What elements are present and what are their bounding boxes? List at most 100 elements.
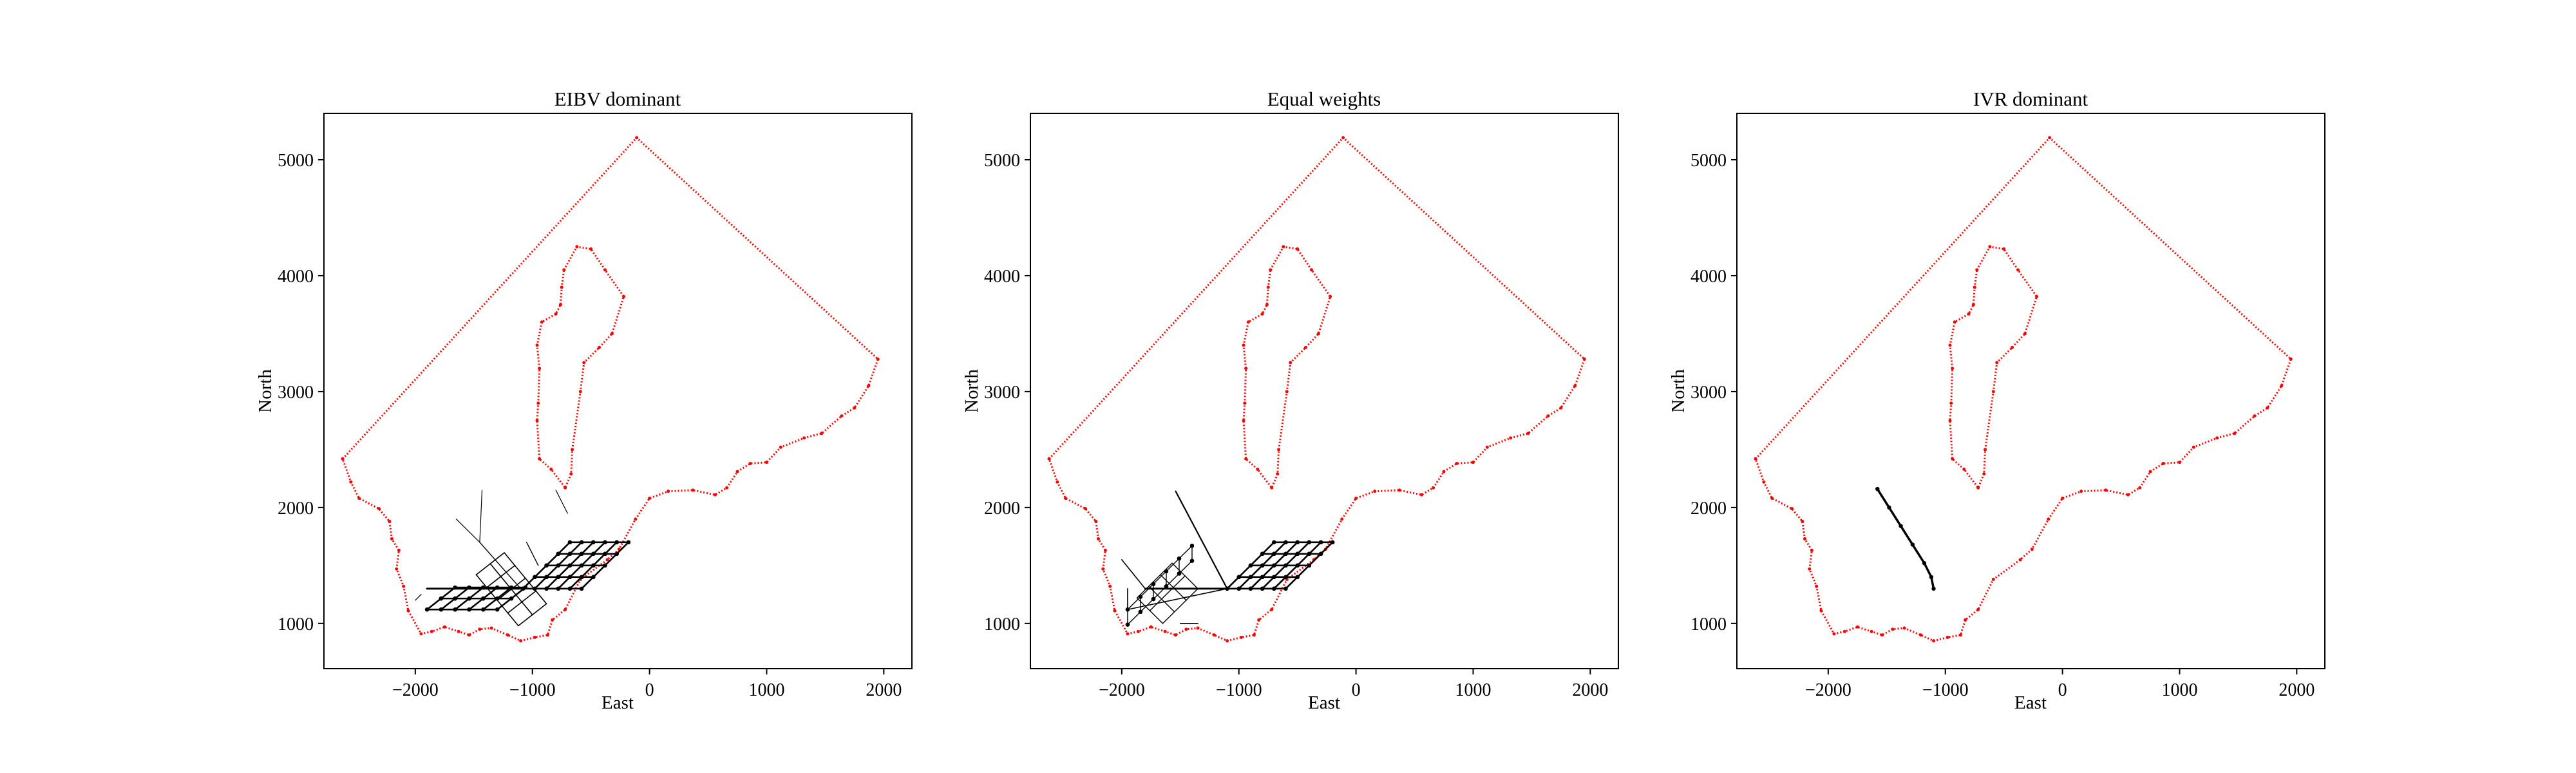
y-axis-label: North [1668,369,1689,413]
path-node [1248,575,1253,580]
inner-boundary-point [610,332,614,336]
path-node [603,563,607,568]
path-segment [1127,588,1228,611]
outer-boundary-point [1526,432,1530,435]
paths [1875,486,1936,591]
path-segment [1179,545,1193,559]
inner-boundary-point [569,472,573,476]
path-segment [521,590,536,603]
path-node [1260,575,1265,580]
path-segment [440,597,456,611]
outer-boundary-point [545,633,549,637]
path-node [579,575,584,580]
outer-boundary-point [390,537,393,540]
outer-boundary-point [1964,618,1967,622]
path-node [1125,607,1130,612]
outer-boundary-point [2079,490,2083,493]
path-segment [1261,553,1275,567]
path-segment [569,576,583,590]
path-segment [557,564,571,578]
inner-boundary-point [1285,390,1289,394]
path-node [1248,563,1253,568]
inner-boundary-point [562,268,566,272]
outer-boundary-point [802,436,806,440]
outer-boundary-point [1136,629,1140,633]
path-segment [1149,598,1162,611]
y-tick-label: 1000 [278,615,314,635]
inner-boundary-point [1246,320,1250,324]
path-node [1318,551,1323,557]
path-node [495,585,500,590]
path-node [1177,571,1182,576]
y-tick-label: 4000 [278,267,314,287]
x-axis-label: East [601,692,634,713]
path-node [1225,586,1229,591]
inner-boundary-point [1948,419,1952,423]
outer-boundary-point [1126,632,1130,636]
inner-boundary-point [1988,245,1992,249]
path-node [481,596,486,601]
path-node [467,585,471,590]
inner-boundary-point [2035,294,2039,298]
inner-boundary [536,245,625,490]
outer-boundary-point [1056,480,1059,484]
path-node [603,551,607,557]
inner-boundary-point [549,467,553,471]
outer-boundary-point [1958,633,1962,637]
outer-boundary-point [1083,507,1087,511]
inner-boundary-point [622,294,626,298]
outer-boundary-point [1047,457,1051,461]
path-node [1307,563,1312,568]
outer-boundary-point [1373,490,1377,493]
path-node [1283,551,1288,557]
outer-boundary-point [867,384,871,388]
inner-boundary-point [575,245,579,249]
outer-boundary-point [1103,548,1107,552]
outer-boundary-point [779,445,782,449]
outer-boundary-point [2048,136,2052,140]
path-segment [569,564,583,578]
path-node [1922,561,1927,566]
path-segment [1249,564,1264,578]
path-segment [1261,541,1275,555]
path-segment [592,541,606,555]
outer-boundary-point [1770,496,1774,500]
outer-boundary-point [2126,493,2130,497]
path-node [1887,505,1891,510]
path-segment [526,542,539,566]
chart-title: EIBV dominant [554,88,681,110]
outer-boundary-point [1442,470,1446,473]
inner-boundary-point [540,320,544,324]
path-node [591,540,596,545]
outer-boundary-point [1101,567,1105,571]
path-node [453,585,457,590]
path-segment [507,601,523,614]
path-segment [1166,558,1180,572]
panel-equal-weights: Equal weights East North −2000 −1000 0 1000… [961,88,1619,713]
path-node [1260,586,1265,591]
path-node [509,585,514,590]
path-segment [1166,573,1180,587]
path-node [1899,524,1903,528]
path-segment [555,490,568,514]
outer-boundary-point [2280,384,2284,388]
outer-boundary-point [388,519,392,523]
x-tick-label: −2000 [1805,680,1852,700]
outer-boundary-point [341,457,345,461]
ticks: −2000 −1000 0 1000 2000 1000 2000 3000 4000 5000 [278,151,902,700]
path-node [1295,575,1300,580]
outer-boundary-point [1432,486,1435,490]
outer-boundary-point [1096,537,1100,540]
boundaries [1047,136,1586,643]
path-node [556,575,560,580]
path-node [1283,586,1288,591]
path-segment [580,564,594,578]
inner-boundary-point [538,457,542,461]
path-node [1283,563,1288,568]
inner-boundary [1242,245,1332,490]
path-segment [1160,598,1175,613]
axes-frame [1030,113,1619,669]
path-node [1295,563,1300,568]
outer-boundary-point [1174,633,1178,637]
outer-boundary-point [1108,584,1112,588]
